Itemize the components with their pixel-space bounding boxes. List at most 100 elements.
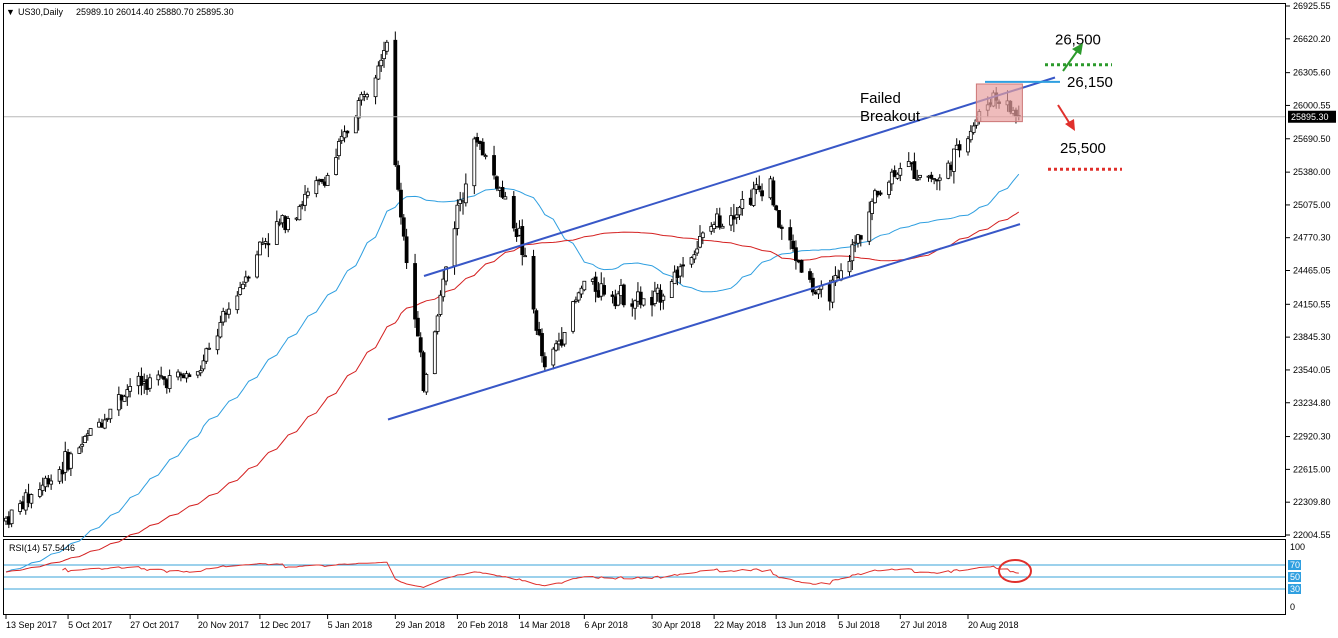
candle-body — [937, 177, 942, 181]
rsi-level-box — [1288, 584, 1301, 594]
date-tick-label: 5 Oct 2017 — [68, 620, 112, 630]
date-tick-label: 29 Jan 2018 — [395, 620, 445, 630]
main-pane-frame — [3, 3, 1286, 537]
candle-body — [139, 375, 144, 386]
candle-body — [551, 348, 556, 366]
candle-body — [729, 215, 733, 226]
date-axis: 13 Sep 2017 5 Oct 2017 27 Oct 2017 20 Nov 2… — [5, 615, 1019, 630]
rsi-tick-label: 0 — [1290, 602, 1295, 612]
candle-body — [147, 377, 152, 389]
candle-body — [274, 221, 279, 245]
candle-body — [534, 310, 539, 331]
candle-body — [441, 278, 446, 298]
date-tick-label: 22 May 2018 — [714, 620, 766, 630]
candle-body — [830, 279, 835, 303]
candle-body — [537, 329, 542, 336]
candle-body — [432, 331, 437, 375]
candle-body — [421, 352, 426, 391]
candle-body — [788, 227, 793, 241]
candle-body — [571, 301, 575, 332]
candle-body — [531, 255, 536, 310]
candle-body — [898, 168, 903, 176]
candle-body — [156, 374, 161, 381]
candle-body — [791, 240, 795, 249]
price-tick-label: 24770.30 — [1293, 233, 1331, 243]
candle-body — [492, 155, 496, 176]
candle-body — [678, 266, 683, 277]
candle-body — [241, 283, 245, 290]
candle-body — [162, 376, 166, 380]
date-tick-label: 13 Jun 2018 — [776, 620, 826, 630]
candle-body — [850, 244, 855, 262]
candle-body — [810, 277, 815, 293]
candle-body — [579, 287, 584, 295]
candle-body — [873, 190, 877, 204]
rsi-highlight-circle — [998, 559, 1032, 583]
candle-body — [638, 291, 643, 305]
candle-body — [246, 276, 251, 279]
price-tick-label: 26620.20 — [1293, 34, 1331, 44]
candle-body — [122, 395, 127, 402]
price-tick-label: 25075.00 — [1293, 200, 1331, 210]
candle-body — [320, 178, 324, 183]
candle-body — [774, 205, 779, 211]
breakout-highlight-box — [975, 83, 1023, 123]
rsi-line — [62, 559, 1032, 589]
candle-body — [243, 276, 248, 283]
candle-body — [562, 332, 567, 345]
candle-body — [698, 236, 702, 248]
candle-body — [376, 65, 381, 80]
candle-body — [966, 138, 970, 153]
candle-body — [286, 218, 291, 231]
date-tick-label: 14 Mar 2018 — [519, 620, 570, 630]
candle-body — [198, 370, 203, 374]
candle-body — [277, 222, 282, 225]
rsi-tick-label: 30 — [1290, 584, 1300, 594]
candle-body — [339, 135, 344, 142]
candle-body — [179, 373, 183, 376]
collapse-triangle-icon[interactable]: ▼ — [6, 7, 15, 17]
candle-body — [116, 394, 121, 411]
candle-body — [353, 116, 358, 134]
price-tick-label: 23540.05 — [1293, 365, 1331, 375]
candle-body — [255, 254, 259, 278]
symbol-label: US30,Daily — [18, 7, 64, 17]
candle-body — [737, 206, 742, 216]
candle-body — [373, 77, 378, 98]
candle-body — [554, 343, 559, 351]
candle-body — [816, 289, 821, 295]
channel-upper-line — [423, 76, 1056, 277]
candle-body — [77, 447, 82, 454]
candle-body — [68, 453, 73, 469]
rsi-tick-label: 100 — [1290, 542, 1305, 552]
date-tick-label: 5 Jan 2018 — [328, 620, 373, 630]
candle-body — [602, 285, 606, 295]
candle-body — [125, 389, 130, 398]
candle-body — [946, 162, 951, 179]
candle-body — [221, 310, 226, 323]
date-tick-label: 30 Apr 2018 — [652, 620, 701, 630]
candle-body — [808, 271, 812, 280]
candle-body — [356, 100, 361, 119]
candle-body — [444, 266, 448, 282]
candle-body — [88, 428, 93, 436]
candle-body — [9, 509, 14, 525]
candle-body — [342, 131, 347, 139]
candle-body — [542, 356, 547, 368]
candle-body — [878, 192, 883, 195]
price-tick-label: 22920.30 — [1293, 432, 1331, 442]
candle-body — [314, 180, 319, 195]
target-down-label: 25,500 — [1060, 140, 1106, 157]
candle-body — [472, 138, 477, 187]
candle-body — [195, 371, 200, 376]
candle-body — [915, 178, 920, 181]
candle-body — [652, 290, 657, 304]
candle-body — [700, 232, 705, 239]
candle-body — [424, 374, 429, 393]
candle-body — [235, 295, 240, 311]
candle-body — [689, 257, 694, 265]
candle-body — [404, 236, 409, 264]
price-tick-label: 25380.00 — [1293, 167, 1331, 177]
candle-body — [218, 322, 223, 338]
